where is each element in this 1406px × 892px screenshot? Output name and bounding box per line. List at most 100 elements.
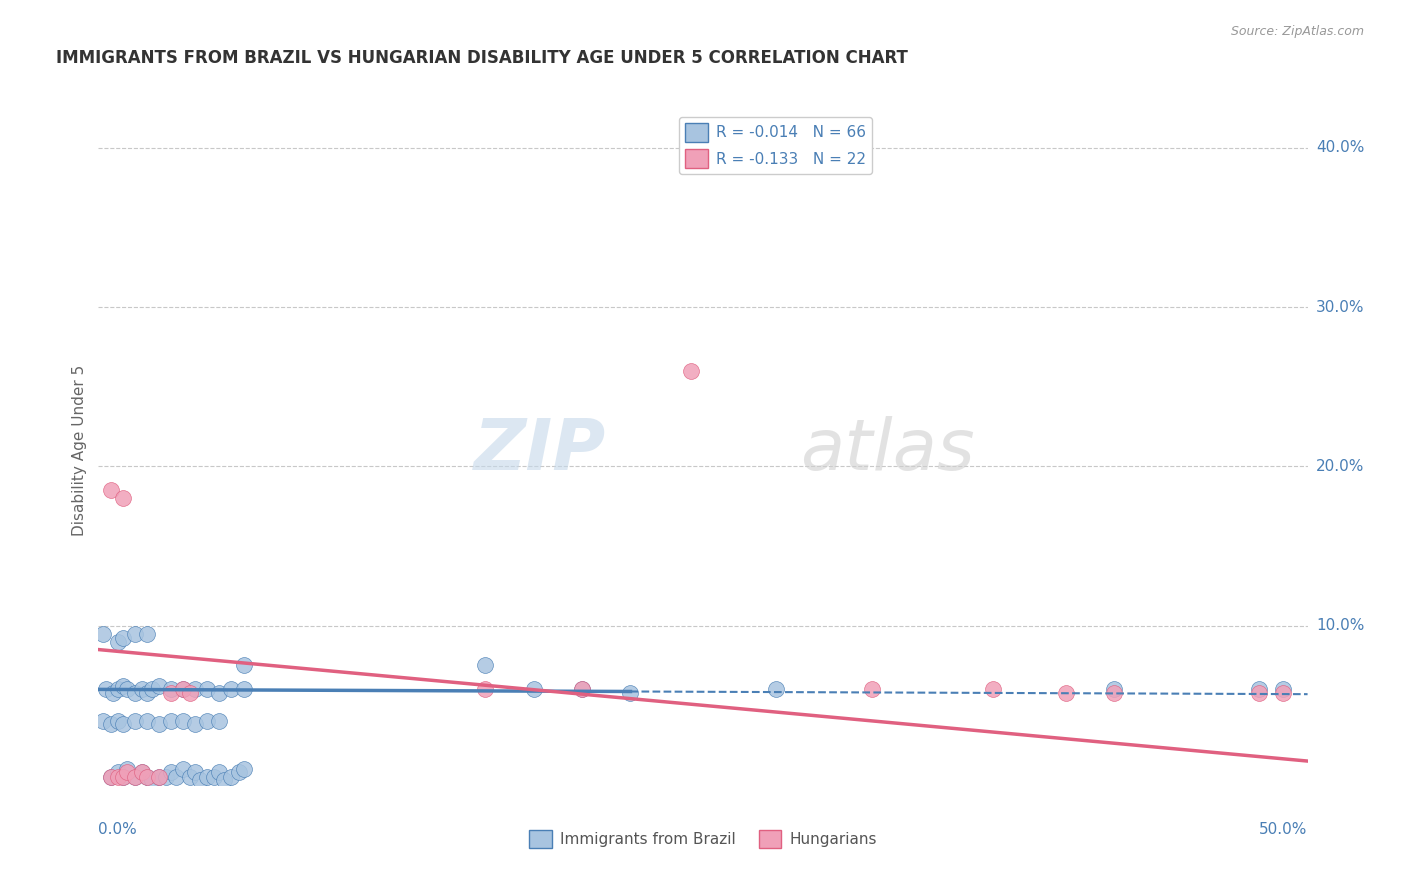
Point xyxy=(172,714,194,729)
Point xyxy=(160,765,183,780)
Point xyxy=(111,679,134,693)
Point xyxy=(135,714,157,729)
Point xyxy=(765,682,787,697)
Point xyxy=(184,682,207,697)
Point xyxy=(184,765,207,780)
Point xyxy=(148,679,170,693)
Point xyxy=(135,770,157,784)
Point xyxy=(981,682,1004,697)
Point xyxy=(212,773,235,788)
Point xyxy=(94,682,117,697)
Point xyxy=(232,658,254,673)
Point xyxy=(179,770,201,784)
Point xyxy=(111,770,134,784)
Point xyxy=(1272,682,1295,697)
Point xyxy=(131,765,153,780)
Text: 20.0%: 20.0% xyxy=(1316,458,1364,474)
Text: 50.0%: 50.0% xyxy=(1260,822,1308,837)
Point xyxy=(184,717,207,731)
Text: atlas: atlas xyxy=(800,416,974,485)
Point xyxy=(141,773,163,788)
Point xyxy=(148,717,170,731)
Point xyxy=(1249,685,1271,699)
Point xyxy=(1102,685,1125,699)
Point xyxy=(679,364,702,378)
Point xyxy=(1054,685,1077,699)
Point xyxy=(208,685,231,699)
Point xyxy=(208,765,231,780)
Point xyxy=(160,685,183,699)
Point xyxy=(188,773,211,788)
Point xyxy=(111,632,134,646)
Point xyxy=(107,634,129,648)
Point xyxy=(117,762,139,776)
Point xyxy=(107,765,129,780)
Point xyxy=(124,714,146,729)
Point xyxy=(1102,682,1125,697)
Point xyxy=(172,762,194,776)
Point xyxy=(523,682,546,697)
Text: 40.0%: 40.0% xyxy=(1316,140,1364,155)
Point xyxy=(117,682,139,697)
Point xyxy=(100,770,122,784)
Point xyxy=(91,714,114,729)
Point xyxy=(135,685,157,699)
Point xyxy=(474,658,496,673)
Point xyxy=(111,717,134,731)
Point xyxy=(148,770,170,784)
Point xyxy=(1272,685,1295,699)
Point xyxy=(860,682,883,697)
Point xyxy=(204,770,226,784)
Point xyxy=(124,626,146,640)
Point xyxy=(160,714,183,729)
Point xyxy=(172,682,194,697)
Point xyxy=(100,483,122,498)
Text: ZIP: ZIP xyxy=(474,416,606,485)
Text: 10.0%: 10.0% xyxy=(1316,618,1364,633)
Point xyxy=(155,770,177,784)
Point xyxy=(179,685,201,699)
Point xyxy=(107,770,129,784)
Point xyxy=(117,765,139,780)
Point xyxy=(571,682,593,697)
Point xyxy=(111,491,134,506)
Point xyxy=(135,626,157,640)
Point xyxy=(131,682,153,697)
Point xyxy=(232,762,254,776)
Point xyxy=(228,765,250,780)
Point xyxy=(195,682,218,697)
Point xyxy=(571,682,593,697)
Y-axis label: Disability Age Under 5: Disability Age Under 5 xyxy=(72,365,87,536)
Point xyxy=(135,770,157,784)
Text: Source: ZipAtlas.com: Source: ZipAtlas.com xyxy=(1230,25,1364,38)
Point xyxy=(141,682,163,697)
Text: IMMIGRANTS FROM BRAZIL VS HUNGARIAN DISABILITY AGE UNDER 5 CORRELATION CHART: IMMIGRANTS FROM BRAZIL VS HUNGARIAN DISA… xyxy=(56,49,908,67)
Point xyxy=(619,685,641,699)
Point xyxy=(100,717,122,731)
Point xyxy=(208,714,231,729)
Point xyxy=(91,626,114,640)
Point xyxy=(124,770,146,784)
Point xyxy=(195,714,218,729)
Point xyxy=(100,770,122,784)
Point xyxy=(474,682,496,697)
Point xyxy=(221,682,243,697)
Point xyxy=(124,685,146,699)
Text: 0.0%: 0.0% xyxy=(98,822,138,837)
Point xyxy=(160,682,183,697)
Point xyxy=(148,770,170,784)
Point xyxy=(1249,682,1271,697)
Point xyxy=(232,682,254,697)
Text: 30.0%: 30.0% xyxy=(1316,300,1364,315)
Point xyxy=(221,770,243,784)
Point xyxy=(107,714,129,729)
Point xyxy=(107,682,129,697)
Legend: Immigrants from Brazil, Hungarians: Immigrants from Brazil, Hungarians xyxy=(523,823,883,855)
Point xyxy=(111,770,134,784)
Point xyxy=(101,685,124,699)
Point xyxy=(172,682,194,697)
Point xyxy=(165,770,187,784)
Point xyxy=(124,770,146,784)
Point xyxy=(131,765,153,780)
Point xyxy=(195,770,218,784)
